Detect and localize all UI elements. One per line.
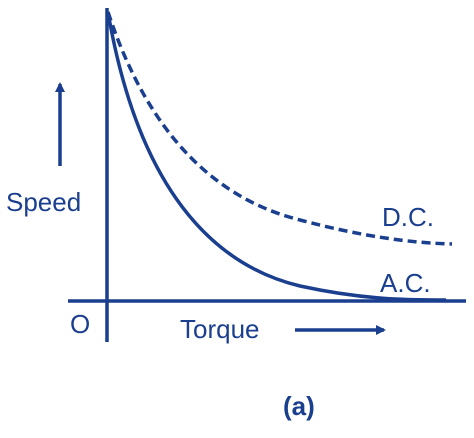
ac-curve xyxy=(106,11,447,302)
y-axis-label: Speed xyxy=(6,187,81,217)
dc-curve xyxy=(106,11,453,246)
curve-label: A.C. xyxy=(380,268,431,298)
caption: (a) xyxy=(283,391,315,421)
curve-label: D.C. xyxy=(382,202,434,232)
x-axis-label: Torque xyxy=(180,314,260,344)
origin-label: O xyxy=(70,309,90,339)
